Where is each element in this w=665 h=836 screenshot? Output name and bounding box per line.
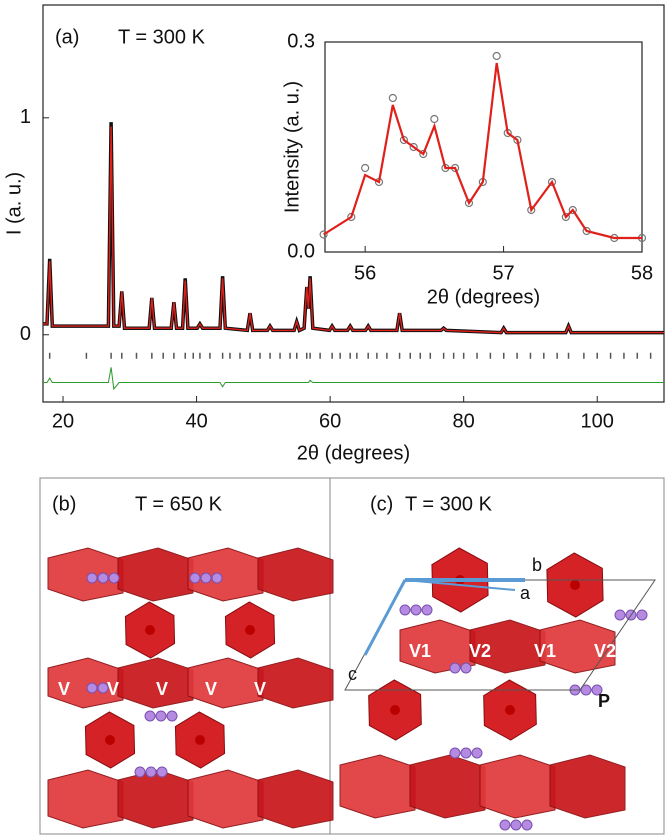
atom: [461, 748, 471, 758]
atom: [245, 625, 255, 635]
atom: [637, 610, 647, 620]
axis-label: b: [532, 555, 542, 575]
atom: [105, 735, 115, 745]
atom: [190, 573, 200, 583]
atom: [109, 573, 119, 583]
site-label: V: [156, 679, 168, 699]
polyhedron: [188, 548, 263, 601]
annotation: T = 300 K: [118, 26, 206, 48]
polyhedron: [118, 548, 193, 601]
annotation: (a): [55, 26, 79, 48]
x-tick-label: 58: [631, 262, 653, 284]
site-label: V2: [469, 641, 491, 661]
y-tick-label: 0.0: [287, 240, 315, 262]
atom: [505, 705, 515, 715]
atom: [522, 820, 532, 830]
x-tick-label: 80: [453, 410, 475, 432]
axis-label: c: [348, 664, 357, 684]
site-label: V2: [594, 641, 616, 661]
polyhedron: [340, 755, 415, 818]
atom: [390, 705, 400, 715]
panel-label: (c): [370, 493, 393, 515]
x-tick-label: 20: [52, 410, 74, 432]
atom: [615, 610, 625, 620]
polyhedron: [258, 658, 333, 708]
x-tick-label: 57: [492, 262, 514, 284]
y-tick-label: 0.3: [287, 30, 315, 52]
y-tick-label: 0: [20, 323, 31, 345]
axis-arrow: [365, 580, 405, 655]
atom: [145, 711, 155, 721]
plot-frame: [325, 42, 642, 252]
polyhedron: [258, 770, 333, 828]
atom: [500, 820, 510, 830]
polyhedron: [188, 658, 263, 708]
site-label: V: [254, 679, 266, 699]
atom: [450, 663, 460, 673]
site-label: V: [107, 679, 119, 699]
panel-label: (b): [52, 493, 76, 515]
atom: [157, 767, 167, 777]
site-label: V: [58, 679, 70, 699]
atom: [212, 573, 222, 583]
polyhedron: [480, 755, 555, 818]
figure: 20 40 60 80 100 0 1 2θ (degrees) I (a. u.) (a) T =…: [0, 0, 665, 836]
atom: [201, 573, 211, 583]
atom: [461, 663, 471, 673]
temperature: T = 300 K: [405, 493, 493, 515]
page: {"chart_data": [ {"type": "line", "annot…: [0, 0, 665, 836]
site-label: V1: [409, 641, 431, 661]
site-label: V1: [534, 641, 556, 661]
atom: [511, 820, 521, 830]
polyhedron: [550, 755, 625, 818]
temperature: T = 650 K: [135, 493, 223, 515]
polyhedron: [410, 755, 485, 818]
axis-label: a: [520, 583, 531, 603]
atom: [146, 767, 156, 777]
atom: [135, 767, 145, 777]
x-tick-label: 40: [185, 410, 207, 432]
x-axis-label: 2θ (degrees): [427, 286, 540, 308]
atom: [472, 748, 482, 758]
atom: [411, 605, 421, 615]
atom: [87, 683, 97, 693]
polyhedron: [188, 770, 263, 828]
site-label: V: [205, 679, 217, 699]
polyhedron: [48, 770, 123, 828]
polyhedron: [258, 548, 333, 601]
atom: [167, 711, 177, 721]
atom: [450, 748, 460, 758]
y-tick-label: 1: [20, 106, 31, 128]
atom: [422, 605, 432, 615]
x-tick-label: 56: [354, 262, 376, 284]
x-tick-label: 60: [319, 410, 341, 432]
x-tick-label: 100: [581, 410, 614, 432]
atom: [87, 573, 97, 583]
x-axis-label: 2θ (degrees): [297, 442, 410, 464]
y-axis-label: Intensity (a. u.): [281, 81, 303, 213]
site-label: P: [598, 691, 610, 711]
atom: [195, 735, 205, 745]
atom: [145, 625, 155, 635]
polyhedron: [118, 770, 193, 828]
atom: [98, 573, 108, 583]
atom: [400, 605, 410, 615]
atom: [570, 580, 580, 590]
atom: [156, 711, 166, 721]
y-axis-label: I (a. u.): [3, 172, 25, 235]
structures: [48, 548, 655, 830]
